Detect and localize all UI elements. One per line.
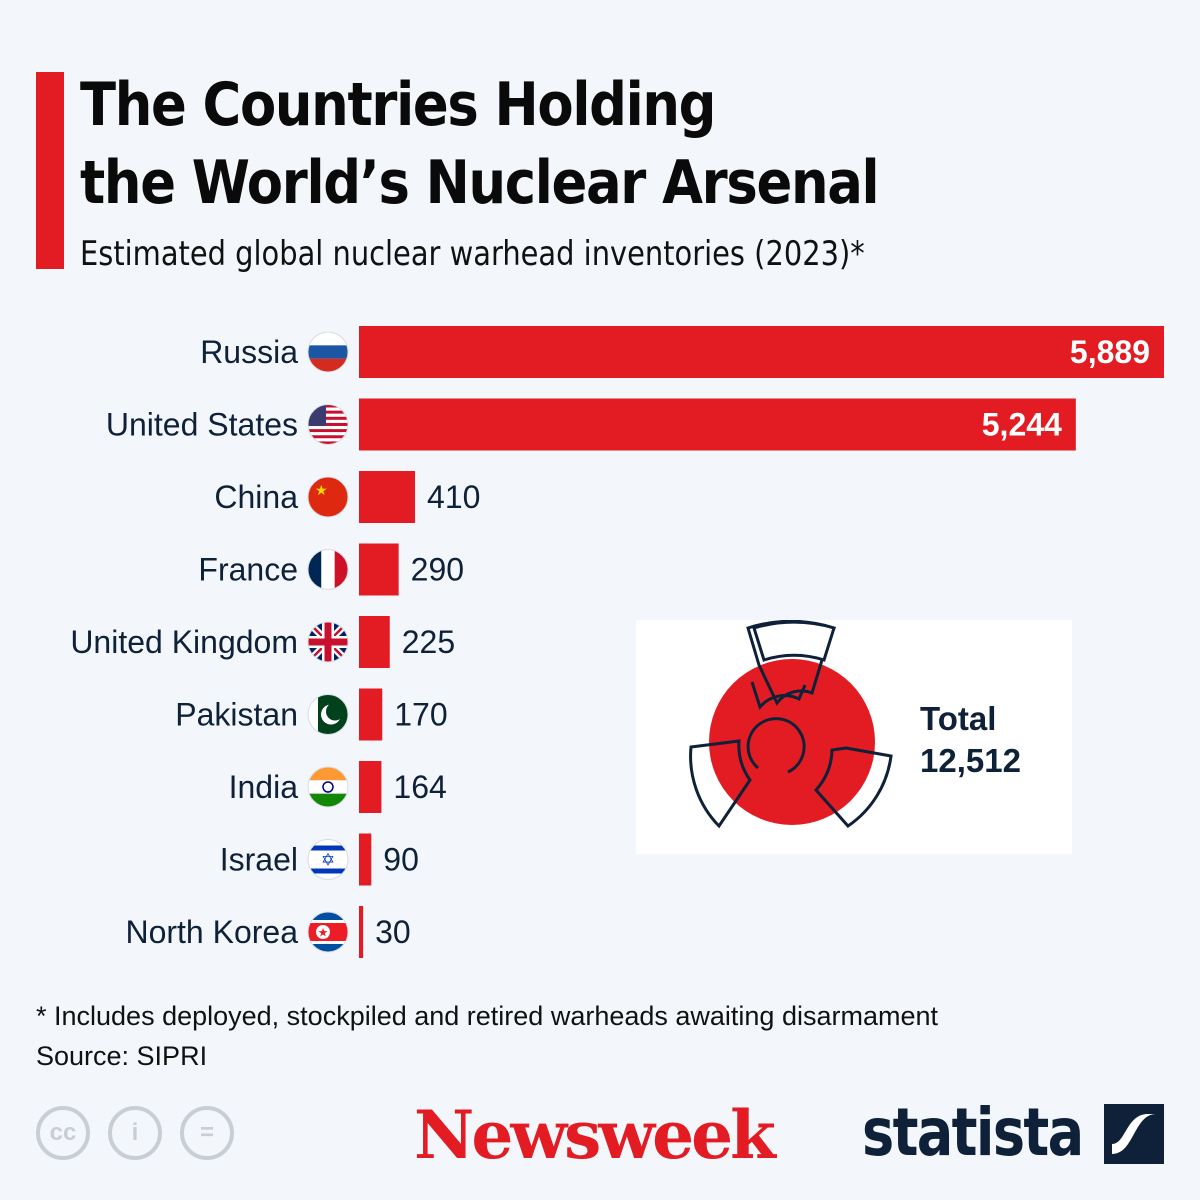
bar (359, 616, 390, 668)
category-label: United Kingdom (70, 624, 298, 660)
bar (359, 471, 416, 523)
bar-row: China ★ 410 (214, 471, 480, 523)
value-label: 410 (427, 479, 480, 515)
bar-chart: Russia 5,889 United States 5,244 China ★ 410 Fr… (70, 326, 1164, 958)
source-text: Source: SIPRI (36, 1041, 208, 1071)
category-label: United States (106, 407, 298, 443)
bar-row: India 164 (229, 761, 447, 813)
india-flag-icon (307, 766, 349, 808)
total-value: 12,512 (920, 742, 1021, 779)
total-box (636, 619, 1072, 854)
category-label: China (214, 479, 298, 515)
value-label: 90 (383, 842, 419, 878)
north-korea-flag-icon: ★ (307, 911, 349, 953)
us-flag-icon (307, 404, 349, 445)
statista-logo[interactable]: statista (862, 1094, 1084, 1171)
bar-row: Israel ✡ 90 (220, 833, 419, 886)
newsweek-logo[interactable]: Newsweek (414, 1096, 776, 1174)
bar-row: Pakistan 170 (175, 688, 448, 741)
value-label: 5,889 (1070, 334, 1150, 370)
value-label: 164 (393, 769, 446, 805)
bar-row: North Korea ★ 30 (125, 906, 411, 958)
attribution-icon[interactable]: i (108, 1106, 162, 1160)
svg-text:✡: ✡ (321, 851, 335, 870)
title-line-1: The Countries Holding (80, 70, 716, 140)
title-line-2: the World’s Nuclear Arsenal (80, 148, 880, 218)
value-label: 225 (402, 624, 455, 660)
subtitle: Estimated global nuclear warhead invento… (80, 234, 865, 274)
value-label: 170 (394, 697, 447, 733)
total-label: Total (920, 700, 997, 737)
bar (359, 833, 372, 886)
bar (359, 326, 1164, 378)
bar-row: United Kingdom 225 (70, 616, 455, 668)
russia-flag-icon (307, 331, 349, 373)
category-label: India (229, 769, 299, 805)
pakistan-flag-icon (307, 694, 349, 735)
bar (359, 906, 364, 958)
category-label: Pakistan (175, 697, 298, 733)
footnote: * Includes deployed, stockpiled and reti… (36, 996, 938, 1076)
category-label: Russia (200, 334, 298, 370)
bar-row: France 290 (198, 543, 464, 596)
page-title: The Countries Holding the World’s Nuclea… (80, 66, 960, 222)
value-label: 5,244 (982, 407, 1062, 443)
category-label: Israel (220, 842, 298, 878)
israel-flag-icon: ✡ (307, 839, 349, 880)
bar (359, 761, 382, 813)
bar-row: United States 5,244 (106, 398, 1076, 451)
bar-row: Russia 5,889 (200, 326, 1164, 378)
title-accent-bar (36, 72, 64, 269)
radiation-icon (689, 619, 893, 829)
bar (359, 688, 383, 741)
cc-icon[interactable]: cc (36, 1106, 90, 1160)
category-label: North Korea (125, 914, 298, 950)
uk-flag-icon (307, 621, 349, 663)
value-label: 30 (375, 914, 411, 950)
total-summary: Total 12,512 (920, 698, 1021, 782)
statista-logo-mark (1104, 1104, 1164, 1164)
footnote-text: * Includes deployed, stockpiled and reti… (36, 1001, 939, 1031)
value-label: 290 (411, 552, 464, 588)
svg-text:★: ★ (315, 482, 328, 498)
bar (359, 398, 1076, 451)
svg-text:★: ★ (318, 926, 329, 940)
no-derivatives-icon[interactable]: = (180, 1106, 234, 1160)
china-flag-icon: ★ (307, 476, 349, 518)
category-label: France (198, 552, 298, 588)
france-flag-icon (307, 549, 349, 590)
bar (359, 543, 399, 596)
